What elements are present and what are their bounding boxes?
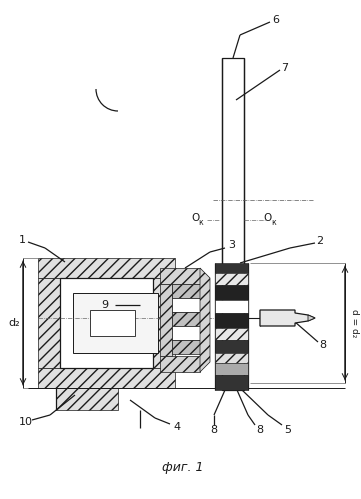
Polygon shape: [172, 298, 208, 312]
Text: к: к: [271, 218, 277, 227]
Polygon shape: [215, 285, 248, 300]
Polygon shape: [200, 268, 210, 372]
Polygon shape: [172, 326, 208, 340]
Text: 7: 7: [282, 63, 288, 73]
Text: 3: 3: [229, 240, 235, 250]
Text: 5: 5: [284, 425, 291, 435]
Polygon shape: [73, 293, 158, 353]
Text: 8: 8: [256, 425, 264, 435]
Text: 6: 6: [273, 15, 279, 25]
Polygon shape: [215, 340, 248, 353]
Text: 2: 2: [317, 236, 323, 246]
Polygon shape: [215, 353, 248, 363]
Polygon shape: [172, 312, 208, 326]
Polygon shape: [153, 278, 175, 368]
Text: к: к: [199, 218, 203, 227]
Polygon shape: [160, 284, 172, 356]
Polygon shape: [215, 328, 248, 340]
Text: 4: 4: [173, 422, 180, 432]
Polygon shape: [215, 273, 248, 285]
Text: d₂: d₂: [8, 318, 20, 328]
Polygon shape: [160, 268, 200, 284]
Polygon shape: [260, 310, 315, 326]
Text: 10: 10: [19, 417, 33, 427]
Bar: [222, 58, 244, 390]
Polygon shape: [215, 300, 248, 313]
Polygon shape: [172, 340, 208, 354]
Text: 8: 8: [210, 425, 218, 435]
Polygon shape: [38, 278, 60, 368]
Polygon shape: [60, 278, 153, 368]
Polygon shape: [160, 356, 200, 372]
Polygon shape: [215, 263, 248, 273]
Text: O: O: [264, 213, 272, 223]
Text: 9: 9: [101, 300, 109, 310]
Polygon shape: [90, 310, 135, 336]
Polygon shape: [38, 368, 175, 388]
Polygon shape: [308, 315, 315, 321]
Text: d = d₂: d = d₂: [351, 309, 360, 337]
Text: 8: 8: [319, 340, 327, 350]
Polygon shape: [38, 258, 175, 278]
Polygon shape: [56, 388, 118, 410]
Text: 1: 1: [18, 235, 26, 245]
Text: O: O: [191, 213, 199, 223]
Polygon shape: [215, 363, 248, 375]
Polygon shape: [172, 284, 208, 298]
Polygon shape: [215, 313, 248, 328]
Polygon shape: [215, 375, 248, 390]
Text: фиг. 1: фиг. 1: [162, 462, 204, 475]
